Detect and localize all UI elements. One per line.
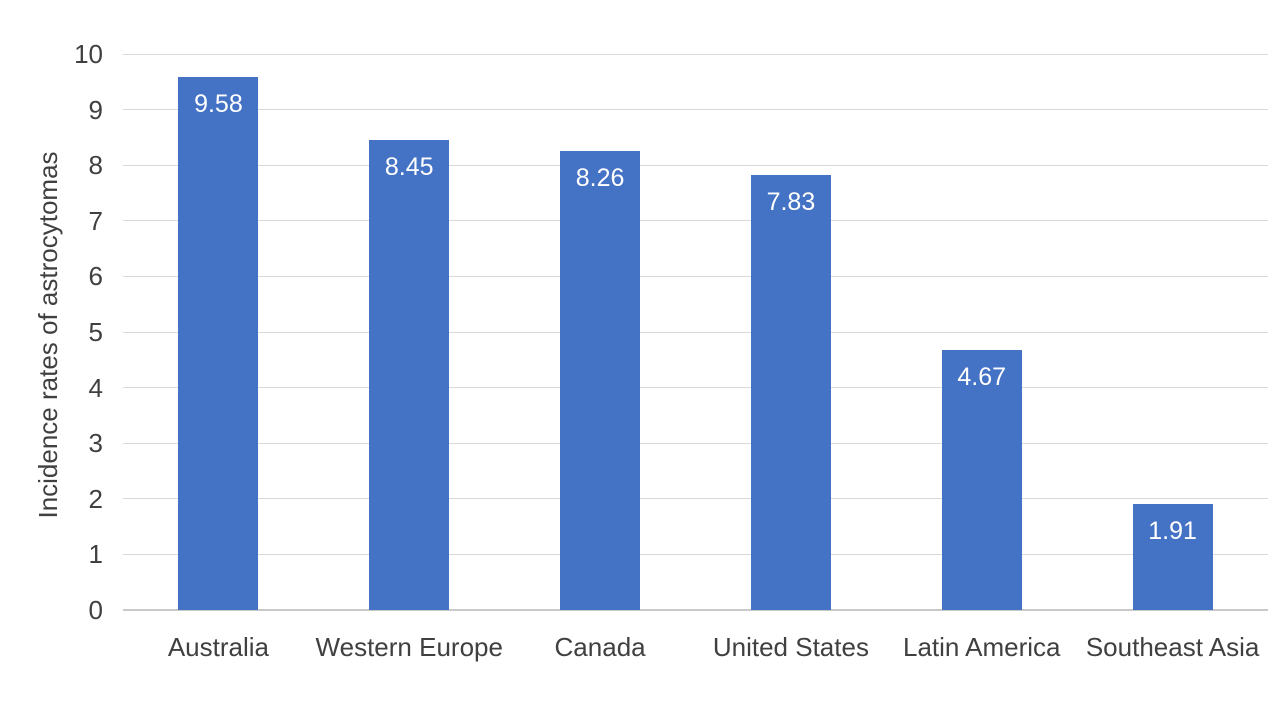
x-category-label: Southeast Asia — [1085, 632, 1260, 662]
y-tick-label: 5 — [88, 317, 103, 347]
y-tick-label: 8 — [88, 150, 103, 181]
gridline — [123, 220, 1268, 222]
bar-value-label: 4.67 — [957, 363, 1007, 392]
bar-value-label: 8.45 — [384, 153, 434, 182]
x-category-label: United States — [712, 632, 869, 662]
gridline — [123, 109, 1268, 111]
y-tick-label: 1 — [88, 539, 103, 570]
y-tick-label: 10 — [74, 39, 103, 69]
y-tick-label: 4 — [88, 372, 103, 403]
bar-united-states: 7.83 — [750, 174, 831, 610]
bar-southeast-asia: 1.91 — [1132, 503, 1213, 610]
y-tick-label: 9 — [88, 94, 103, 125]
x-category-label: Western Europe — [315, 632, 503, 662]
y-tick-label: 0 — [88, 595, 103, 625]
bar-value-label: 1.91 — [1148, 516, 1197, 545]
gridline — [123, 442, 1268, 444]
x-category-label: Australia — [167, 632, 269, 662]
gridline — [123, 53, 1268, 55]
bar-value-label: 8.26 — [575, 163, 625, 192]
gridline — [123, 331, 1268, 333]
x-axis-line — [123, 609, 1268, 611]
bar-latin-america: 4.67 — [941, 350, 1022, 610]
gridline — [123, 553, 1268, 555]
bar-australia: 9.58 — [178, 77, 259, 610]
y-tick-label: 2 — [88, 483, 103, 514]
bar-western-europe: 8.45 — [369, 140, 450, 610]
bar-value-label: 7.83 — [766, 187, 816, 216]
bar-canada: 8.26 — [560, 150, 641, 610]
gridline — [123, 275, 1268, 277]
bar-value-label: 9.58 — [194, 90, 243, 119]
x-category-label: Canada — [554, 632, 646, 662]
y-tick-label: 3 — [88, 428, 103, 459]
gridline — [123, 498, 1268, 500]
x-category-label: Latin America — [902, 632, 1061, 662]
y-tick-label: 6 — [88, 261, 103, 292]
plot-area: 9.58 8.45 8.26 7.83 4.67 1.91 — [123, 53, 1268, 611]
gridline — [123, 387, 1268, 389]
y-tick-label: 7 — [88, 205, 103, 236]
gridline — [123, 164, 1268, 166]
